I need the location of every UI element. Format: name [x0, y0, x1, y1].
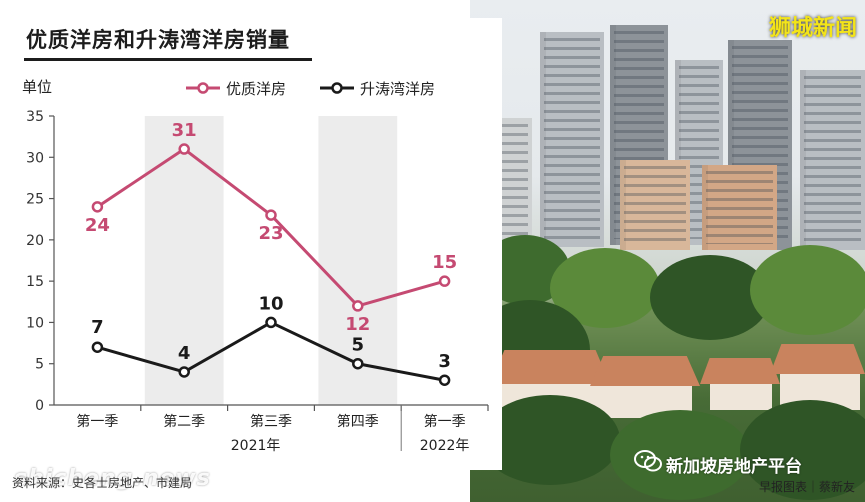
- chart-panel: [12, 18, 502, 470]
- data-point: [91, 201, 104, 213]
- data-point: [265, 209, 277, 221]
- y-tick-label: 30: [26, 150, 44, 166]
- data-point: [91, 341, 104, 353]
- y-tick-label: 10: [26, 315, 44, 331]
- year-label: 2022年: [420, 438, 470, 454]
- data-label: 15: [432, 252, 457, 273]
- house-roof: [490, 350, 610, 384]
- watermark-left: shicheng.news: [14, 466, 211, 491]
- y-tick-label: 15: [26, 274, 44, 290]
- x-tick-label: 第二季: [163, 413, 205, 430]
- data-point: [265, 316, 277, 329]
- data-label: 3: [438, 351, 451, 372]
- data-label: 7: [91, 317, 104, 338]
- tree: [750, 245, 865, 335]
- background-photo: [470, 0, 865, 502]
- title-underline: [24, 58, 312, 61]
- legend-label: 优质洋房: [226, 80, 286, 98]
- x-tick-label: 第一季: [76, 413, 118, 430]
- data-label: 23: [258, 223, 283, 244]
- data-label: 24: [85, 215, 110, 236]
- building: [800, 70, 865, 250]
- data-label: 31: [172, 120, 197, 141]
- legend-label: 升涛湾洋房: [360, 80, 435, 98]
- y-axis-label: 单位: [22, 78, 52, 96]
- shaded-column: [318, 116, 398, 405]
- x-tick-label: 第一季: [424, 413, 466, 430]
- wechat-icon: [634, 450, 662, 472]
- building: [620, 160, 690, 250]
- data-label: 5: [352, 335, 365, 356]
- data-point: [178, 143, 190, 155]
- y-tick-label: 0: [35, 398, 44, 414]
- house-roof: [700, 358, 780, 384]
- watermark-right: 新加坡房地产平台: [666, 457, 802, 477]
- credit-note: 早报图表｜蔡新友: [758, 480, 855, 494]
- source-note: 资料来源：史各士房地产、市建局: [12, 476, 193, 490]
- house-roof: [770, 344, 865, 374]
- y-tick-label: 20: [26, 233, 44, 249]
- data-label: 12: [345, 314, 370, 335]
- year-label: 2021年: [231, 438, 281, 454]
- chart-title: 优质洋房和升涛湾洋房销量: [26, 28, 290, 52]
- building: [540, 32, 604, 247]
- brand-logo: 狮城新闻: [768, 16, 857, 41]
- y-tick-label: 35: [26, 109, 44, 125]
- y-tick-label: 5: [35, 357, 44, 373]
- legend-marker: [331, 82, 343, 94]
- house-roof: [590, 356, 700, 386]
- data-point: [438, 275, 451, 287]
- data-point: [352, 300, 364, 312]
- data-point: [352, 357, 364, 370]
- building: [702, 165, 777, 250]
- legend-marker: [197, 82, 209, 94]
- y-tick-label: 25: [26, 192, 44, 208]
- x-tick-label: 第三季: [250, 413, 292, 430]
- tree: [480, 395, 620, 485]
- data-point: [178, 366, 190, 378]
- data-point: [438, 374, 451, 386]
- data-label: 4: [178, 343, 191, 364]
- x-tick-label: 第四季: [337, 413, 379, 430]
- data-label: 10: [258, 293, 283, 314]
- tree: [610, 410, 750, 500]
- house-wall: [710, 384, 772, 410]
- tree: [740, 400, 865, 500]
